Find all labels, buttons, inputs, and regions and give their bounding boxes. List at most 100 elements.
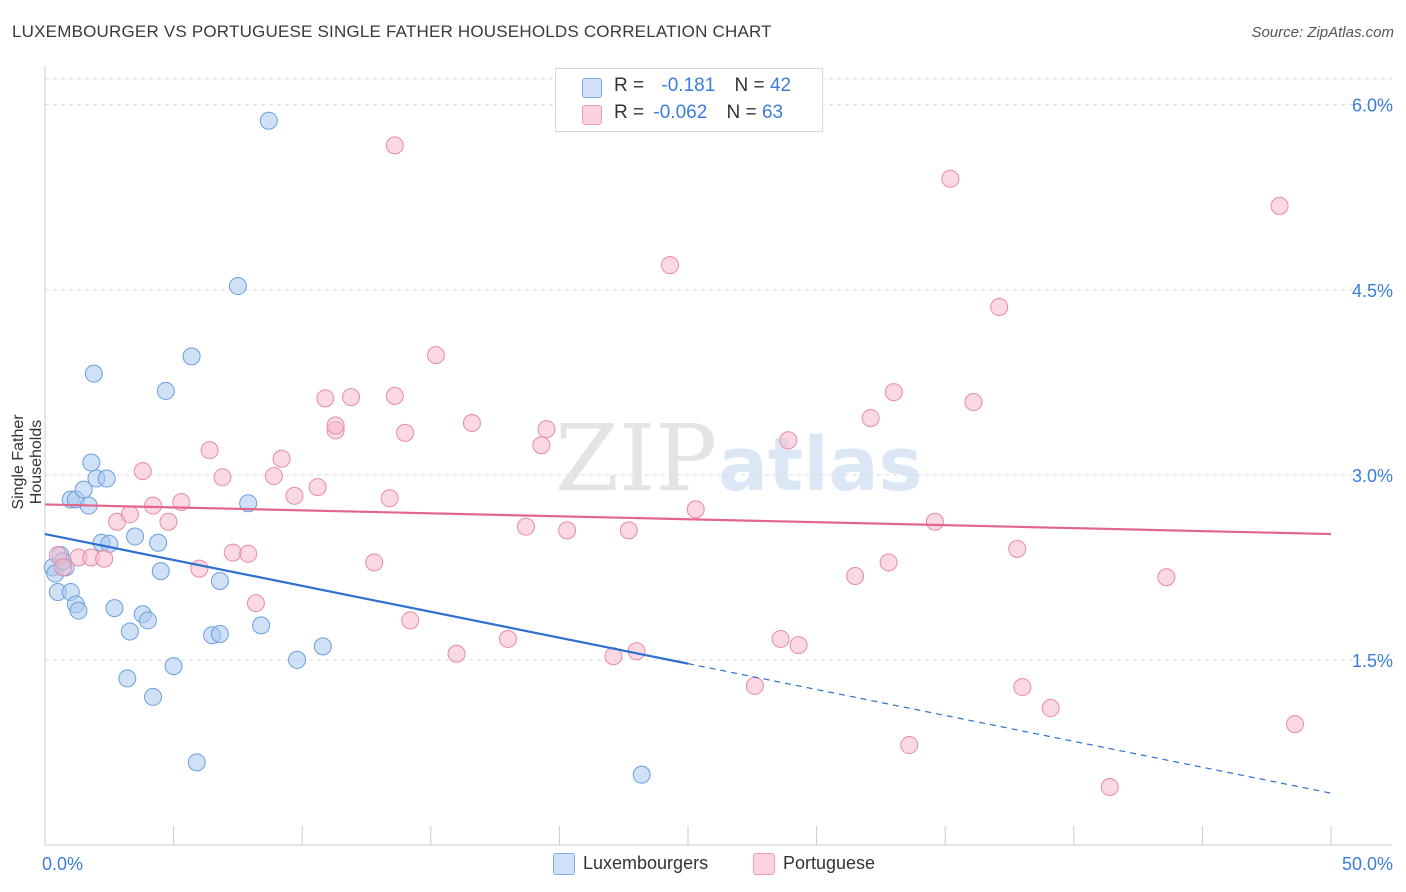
- portuguese-point: [380, 489, 399, 508]
- luxembourger-point: [239, 494, 258, 513]
- luxembourger-point: [164, 657, 183, 676]
- legend-r-value: -0.181: [661, 75, 716, 96]
- portuguese-point: [779, 431, 798, 450]
- correlation-legend: R = -0.181 N = 42 R = -0.062 N = 63: [555, 68, 823, 132]
- luxembourger-point: [228, 277, 247, 296]
- portuguese-point: [686, 500, 705, 519]
- luxembourger-point: [74, 480, 93, 499]
- portuguese-point: [619, 521, 638, 540]
- legend-n-label: N =: [734, 75, 765, 96]
- portuguese-point: [1100, 778, 1119, 797]
- portuguese-point: [1157, 568, 1176, 587]
- legend-swatch-blue: [553, 853, 575, 875]
- luxembourger-point: [118, 669, 137, 688]
- portuguese-point: [326, 416, 345, 435]
- portuguese-point: [401, 611, 420, 630]
- luxembourger-point: [151, 562, 170, 581]
- portuguese-point: [1285, 715, 1304, 734]
- luxembourger-point: [105, 599, 124, 618]
- portuguese-point: [213, 468, 232, 487]
- portuguese-point: [1041, 699, 1060, 718]
- portuguese-point: [900, 736, 919, 755]
- luxembourger-point: [313, 637, 332, 656]
- portuguese-point: [159, 512, 178, 531]
- legend-n-value: 63: [761, 102, 784, 123]
- luxembourger-point: [210, 625, 229, 644]
- luxembourger-point: [288, 650, 307, 669]
- luxembourger-point: [144, 687, 163, 706]
- luxembourger-point: [126, 527, 145, 546]
- portuguese-point: [558, 521, 577, 540]
- luxembourger-point: [84, 364, 103, 383]
- portuguese-point: [120, 505, 139, 524]
- luxembourger-point: [210, 571, 229, 590]
- portuguese-point: [426, 346, 445, 365]
- source-label: Source: ZipAtlas.com: [1251, 24, 1394, 41]
- y-tick-label: 6.0%: [1352, 96, 1393, 116]
- chart-title: LUXEMBOURGER VS PORTUGUESE SINGLE FATHER…: [12, 22, 772, 41]
- luxembourger-point: [82, 453, 101, 472]
- legend-n-value: 42: [769, 75, 792, 96]
- portuguese-point: [861, 409, 880, 428]
- portuguese-point: [884, 383, 903, 402]
- luxembourger-point: [252, 616, 271, 635]
- portuguese-point: [745, 676, 764, 695]
- watermark-zip: ZIP: [555, 405, 717, 512]
- portuguese-point: [144, 496, 163, 515]
- portuguese-point: [990, 298, 1009, 317]
- luxembourger-point: [182, 347, 201, 366]
- luxembourger-point: [138, 611, 157, 630]
- legend-swatch-blue: [582, 78, 602, 98]
- portuguese-point: [54, 558, 73, 577]
- portuguese-point: [660, 256, 679, 275]
- legend-r-value: -0.062: [653, 102, 708, 123]
- portuguese-point: [462, 414, 481, 433]
- portuguese-point: [516, 517, 535, 536]
- portuguese-point: [447, 644, 466, 663]
- luxembourger-point: [120, 622, 139, 641]
- luxembourger-point: [187, 753, 206, 772]
- luxembourger-point: [259, 111, 278, 130]
- legend-n-label: N =: [726, 102, 757, 123]
- portuguese-point: [264, 467, 283, 486]
- portuguese-point: [941, 169, 960, 188]
- portuguese-point: [239, 544, 258, 563]
- portuguese-point: [771, 629, 790, 648]
- portuguese-point: [223, 543, 242, 562]
- legend-swatch-pink: [582, 105, 602, 125]
- portuguese-point: [316, 389, 335, 408]
- luxembourger-point: [69, 601, 88, 620]
- portuguese-point: [1270, 196, 1289, 215]
- portuguese-point: [365, 553, 384, 572]
- portuguese-point: [385, 136, 404, 155]
- luxembourger-trend-extension: [687, 663, 1332, 794]
- portuguese-point: [95, 549, 114, 568]
- luxembourger-trend-line: [44, 532, 689, 665]
- legend-r-label: R =: [614, 102, 645, 123]
- portuguese-point: [308, 478, 327, 497]
- luxembourger-point: [97, 469, 116, 488]
- portuguese-point: [537, 420, 556, 439]
- portuguese-point: [396, 423, 415, 442]
- portuguese-point: [498, 629, 517, 648]
- portuguese-point: [285, 486, 304, 505]
- watermark-atlas: atlas: [718, 422, 923, 508]
- y-tick-label: 1.5%: [1352, 651, 1393, 671]
- portuguese-point: [532, 436, 551, 455]
- portuguese-point: [342, 388, 361, 407]
- portuguese-point: [172, 492, 191, 511]
- luxembourger-point: [156, 381, 175, 400]
- portuguese-point: [846, 567, 865, 586]
- y-tick-label: 3.0%: [1352, 466, 1393, 486]
- portuguese-point: [925, 512, 944, 531]
- x-tick-label: 0.0%: [42, 854, 83, 874]
- legend-r-label: R =: [614, 75, 645, 96]
- legend-swatch-pink: [753, 853, 775, 875]
- luxembourger-point: [149, 533, 168, 552]
- portuguese-point: [190, 559, 209, 578]
- portuguese-point: [272, 449, 291, 468]
- portuguese-point: [133, 462, 152, 481]
- portuguese-point: [1013, 678, 1032, 697]
- portuguese-point: [879, 553, 898, 572]
